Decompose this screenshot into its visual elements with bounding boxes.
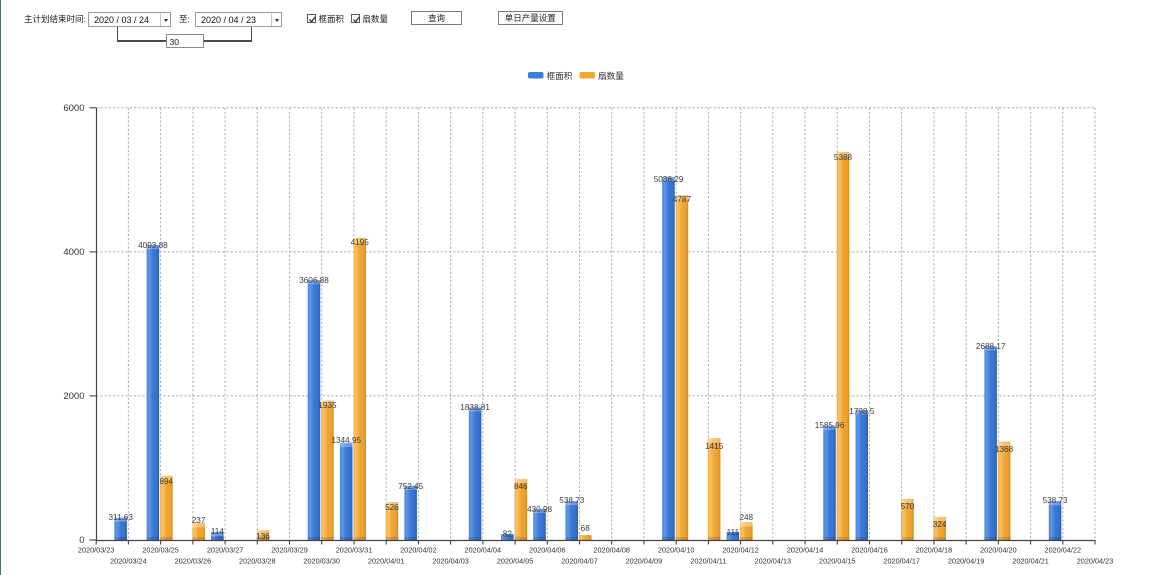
svg-text:311.63: 311.63 <box>108 513 133 522</box>
svg-text:0: 0 <box>79 535 84 546</box>
svg-text:2020/04/09: 2020/04/09 <box>626 557 663 566</box>
svg-text:248: 248 <box>739 513 753 522</box>
svg-text:2020/03/30: 2020/03/30 <box>303 557 340 566</box>
svg-text:4000: 4000 <box>63 247 84 258</box>
svg-text:2020/03/27: 2020/03/27 <box>207 546 244 555</box>
svg-text:2020/04/03: 2020/04/03 <box>432 557 469 566</box>
svg-text:538.73: 538.73 <box>559 496 584 505</box>
svg-text:扇数量: 扇数量 <box>598 70 624 81</box>
svg-text:4195: 4195 <box>351 238 370 247</box>
svg-text:2020/04/02: 2020/04/02 <box>400 546 437 555</box>
svg-text:框面积: 框面积 <box>547 70 573 81</box>
svg-text:1368: 1368 <box>995 445 1014 454</box>
svg-text:430.98: 430.98 <box>527 505 552 514</box>
svg-text:114: 114 <box>211 527 224 536</box>
svg-text:324: 324 <box>933 520 947 529</box>
svg-text:2020/03/25: 2020/03/25 <box>142 546 179 555</box>
svg-text:2020/04/10: 2020/04/10 <box>658 546 695 555</box>
svg-text:2020/04/12: 2020/04/12 <box>722 546 759 555</box>
svg-text:82: 82 <box>503 530 513 539</box>
svg-text:538.73: 538.73 <box>1043 496 1068 505</box>
svg-text:5036.29: 5036.29 <box>654 175 684 184</box>
svg-text:2020/04/06: 2020/04/06 <box>529 546 566 555</box>
svg-text:2000: 2000 <box>63 391 84 402</box>
svg-text:2020/04/15: 2020/04/15 <box>819 557 856 566</box>
svg-text:2020/04/05: 2020/04/05 <box>497 557 534 566</box>
svg-text:6000: 6000 <box>63 103 84 114</box>
svg-text:1585.96: 1585.96 <box>815 421 845 430</box>
svg-text:2020/04/22: 2020/04/22 <box>1045 546 1082 555</box>
svg-text:111: 111 <box>727 528 740 537</box>
svg-text:2020/03/23: 2020/03/23 <box>78 546 115 555</box>
svg-text:2020/04/21: 2020/04/21 <box>1012 557 1049 566</box>
svg-text:2020/04/08: 2020/04/08 <box>593 546 630 555</box>
svg-text:2020/04/18: 2020/04/18 <box>916 546 953 555</box>
svg-text:4093.88: 4093.88 <box>138 241 168 250</box>
svg-text:3606.88: 3606.88 <box>299 276 329 285</box>
svg-text:2020/04/19: 2020/04/19 <box>948 557 985 566</box>
svg-text:2020/04/20: 2020/04/20 <box>980 546 1017 555</box>
svg-text:68: 68 <box>581 524 591 533</box>
svg-text:1935: 1935 <box>318 401 337 410</box>
svg-text:2020/04/17: 2020/04/17 <box>883 557 920 566</box>
svg-text:2020/04/11: 2020/04/11 <box>690 557 726 566</box>
svg-text:1344.95: 1344.95 <box>331 436 361 445</box>
svg-text:894: 894 <box>159 477 173 486</box>
svg-text:2020/03/31: 2020/03/31 <box>336 546 373 555</box>
svg-text:136: 136 <box>256 532 270 541</box>
svg-text:2020/04/01: 2020/04/01 <box>368 557 405 566</box>
svg-text:1838.81: 1838.81 <box>460 403 490 412</box>
svg-text:2020/04/16: 2020/04/16 <box>851 546 888 555</box>
svg-text:2020/04/04: 2020/04/04 <box>465 546 502 555</box>
svg-text:2020/03/29: 2020/03/29 <box>271 546 308 555</box>
svg-text:2020/03/24: 2020/03/24 <box>110 557 147 566</box>
svg-text:752.45: 752.45 <box>398 482 423 491</box>
svg-text:237: 237 <box>192 516 206 525</box>
svg-text:5388: 5388 <box>834 153 853 162</box>
svg-text:1798.5: 1798.5 <box>849 407 874 416</box>
svg-text:2020/04/23: 2020/04/23 <box>1077 557 1114 566</box>
svg-text:846: 846 <box>514 482 528 491</box>
svg-text:2020/04/13: 2020/04/13 <box>755 557 792 566</box>
svg-text:1415: 1415 <box>705 442 724 451</box>
svg-text:2020/04/14: 2020/04/14 <box>787 546 824 555</box>
svg-text:526: 526 <box>385 503 399 512</box>
svg-text:2020/04/07: 2020/04/07 <box>561 557 598 566</box>
svg-text:4787: 4787 <box>673 195 692 204</box>
svg-text:2020/03/26: 2020/03/26 <box>175 557 212 566</box>
svg-text:2020/03/28: 2020/03/28 <box>239 557 276 566</box>
svg-text:2688.17: 2688.17 <box>976 342 1006 351</box>
svg-text:570: 570 <box>901 502 915 511</box>
